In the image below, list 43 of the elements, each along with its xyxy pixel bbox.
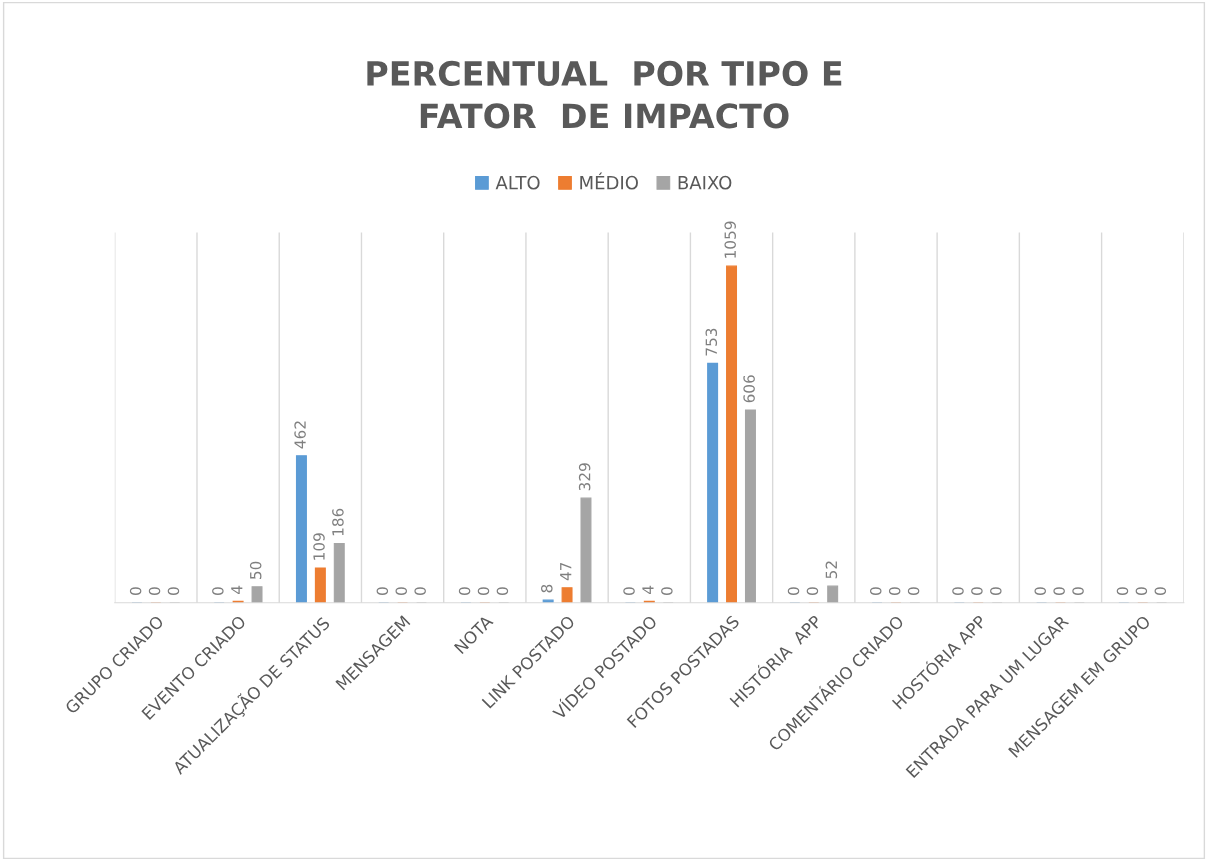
data-label: 606 [743,375,755,403]
chart-title: PERCENTUAL POR TIPO E FATOR DE IMPACTO [367,60,842,129]
data-label: 47 [560,562,572,581]
data-label: 0 [1072,587,1084,595]
data-label: 0 [907,587,920,595]
data-label: 462 [294,421,306,449]
data-label: 8 [541,584,553,593]
data-label: 0 [990,587,1002,595]
data-label: 0 [148,587,161,595]
data-label: 0 [129,587,142,595]
data-label: 186 [332,508,344,536]
data-label: 0 [869,587,882,595]
data-label: 329 [578,463,591,491]
legend-label: MÉDIO [580,172,638,190]
data-label: 0 [806,587,819,595]
data-label: 0 [1135,587,1148,595]
data-label: 4 [642,585,654,594]
data-label: 0 [167,587,180,595]
data-label: 0 [395,587,408,595]
data-label: 50 [249,561,262,579]
data-label: 0 [477,587,490,595]
data-label: 0 [496,587,509,595]
data-label: 0 [661,587,673,595]
data-label: 0 [623,587,635,595]
data-label: 4 [231,585,243,594]
data-label: 0 [1154,587,1167,595]
data-label: 0 [888,587,901,595]
data-label: 0 [952,587,964,595]
data-label: 0 [376,587,389,595]
legend-label: ALTO [495,175,540,190]
data-label: 0 [1116,587,1129,595]
data-label: 0 [458,587,471,595]
data-label: 0 [1034,587,1046,595]
data-label: 1059 [724,221,736,258]
data-label: 0 [414,587,426,595]
data-label: 109 [313,533,325,560]
legend-label: BAIXO [678,175,732,190]
data-label: 0 [971,587,983,595]
data-label: 0 [787,587,800,595]
data-label: 52 [825,561,838,579]
data-label: 753 [705,328,718,356]
data-label: 0 [212,587,224,595]
data-label: 0 [1053,587,1065,595]
